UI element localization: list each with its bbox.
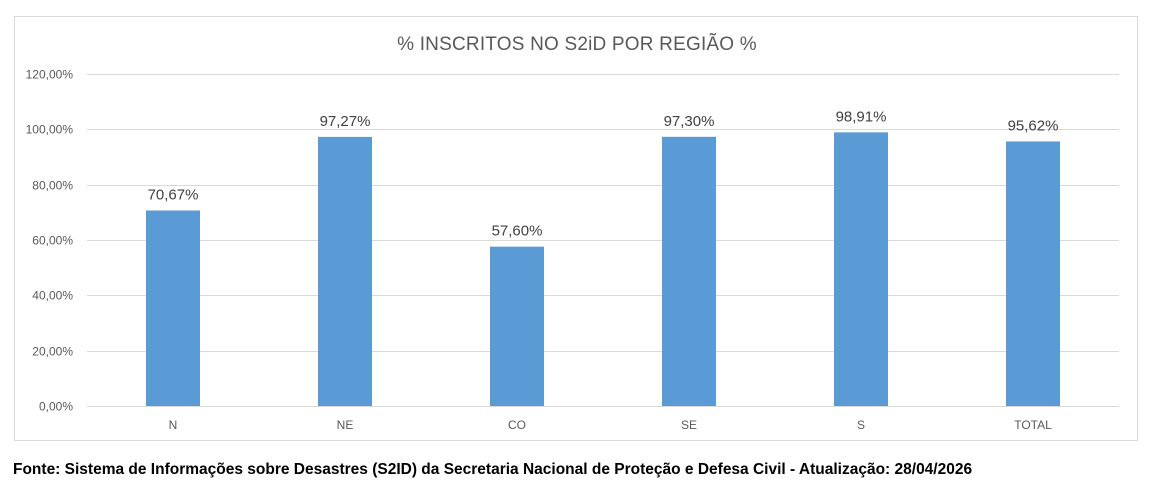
bar-chart-plot: 0,00% 20,00% 40,00% 60,00% 80,00% 100,00% 120,…	[26, 68, 1119, 432]
x-tick-label: CO	[508, 418, 526, 432]
x-tick-label: NE	[337, 418, 354, 432]
y-tick-label: 0,00%	[39, 400, 73, 414]
data-label: 97,30%	[664, 113, 715, 130]
data-label: 97,27%	[320, 113, 371, 130]
data-label: 70,67%	[148, 186, 199, 203]
x-tick-label: SE	[681, 418, 697, 432]
bar	[490, 246, 544, 406]
chart-title: % INSCRITOS NO S2iD POR REGIÃO %	[397, 34, 757, 55]
y-tick-label: 120,00%	[26, 68, 74, 82]
x-tick-label: N	[169, 418, 178, 432]
bar	[834, 132, 888, 406]
bar	[662, 136, 716, 406]
data-label: 57,60%	[492, 223, 543, 240]
data-label: 98,91%	[836, 108, 887, 125]
y-tick-label: 60,00%	[32, 234, 73, 248]
y-tick-label: 20,00%	[32, 345, 73, 359]
y-tick-label: 100,00%	[26, 123, 74, 137]
bar	[146, 210, 200, 406]
x-tick-label: S	[857, 418, 865, 432]
bar	[1006, 141, 1060, 406]
x-tick-label: TOTAL	[1014, 418, 1052, 432]
chart-container: % INSCRITOS NO S2iD POR REGIÃO % 0,00% 20…	[14, 16, 1138, 441]
y-tick-label: 80,00%	[32, 179, 73, 193]
bar	[318, 136, 372, 406]
source-note: Fonte: Sistema de Informações sobre Desa…	[13, 461, 973, 478]
y-tick-label: 40,00%	[32, 289, 73, 303]
data-label: 95,62%	[1008, 117, 1059, 134]
